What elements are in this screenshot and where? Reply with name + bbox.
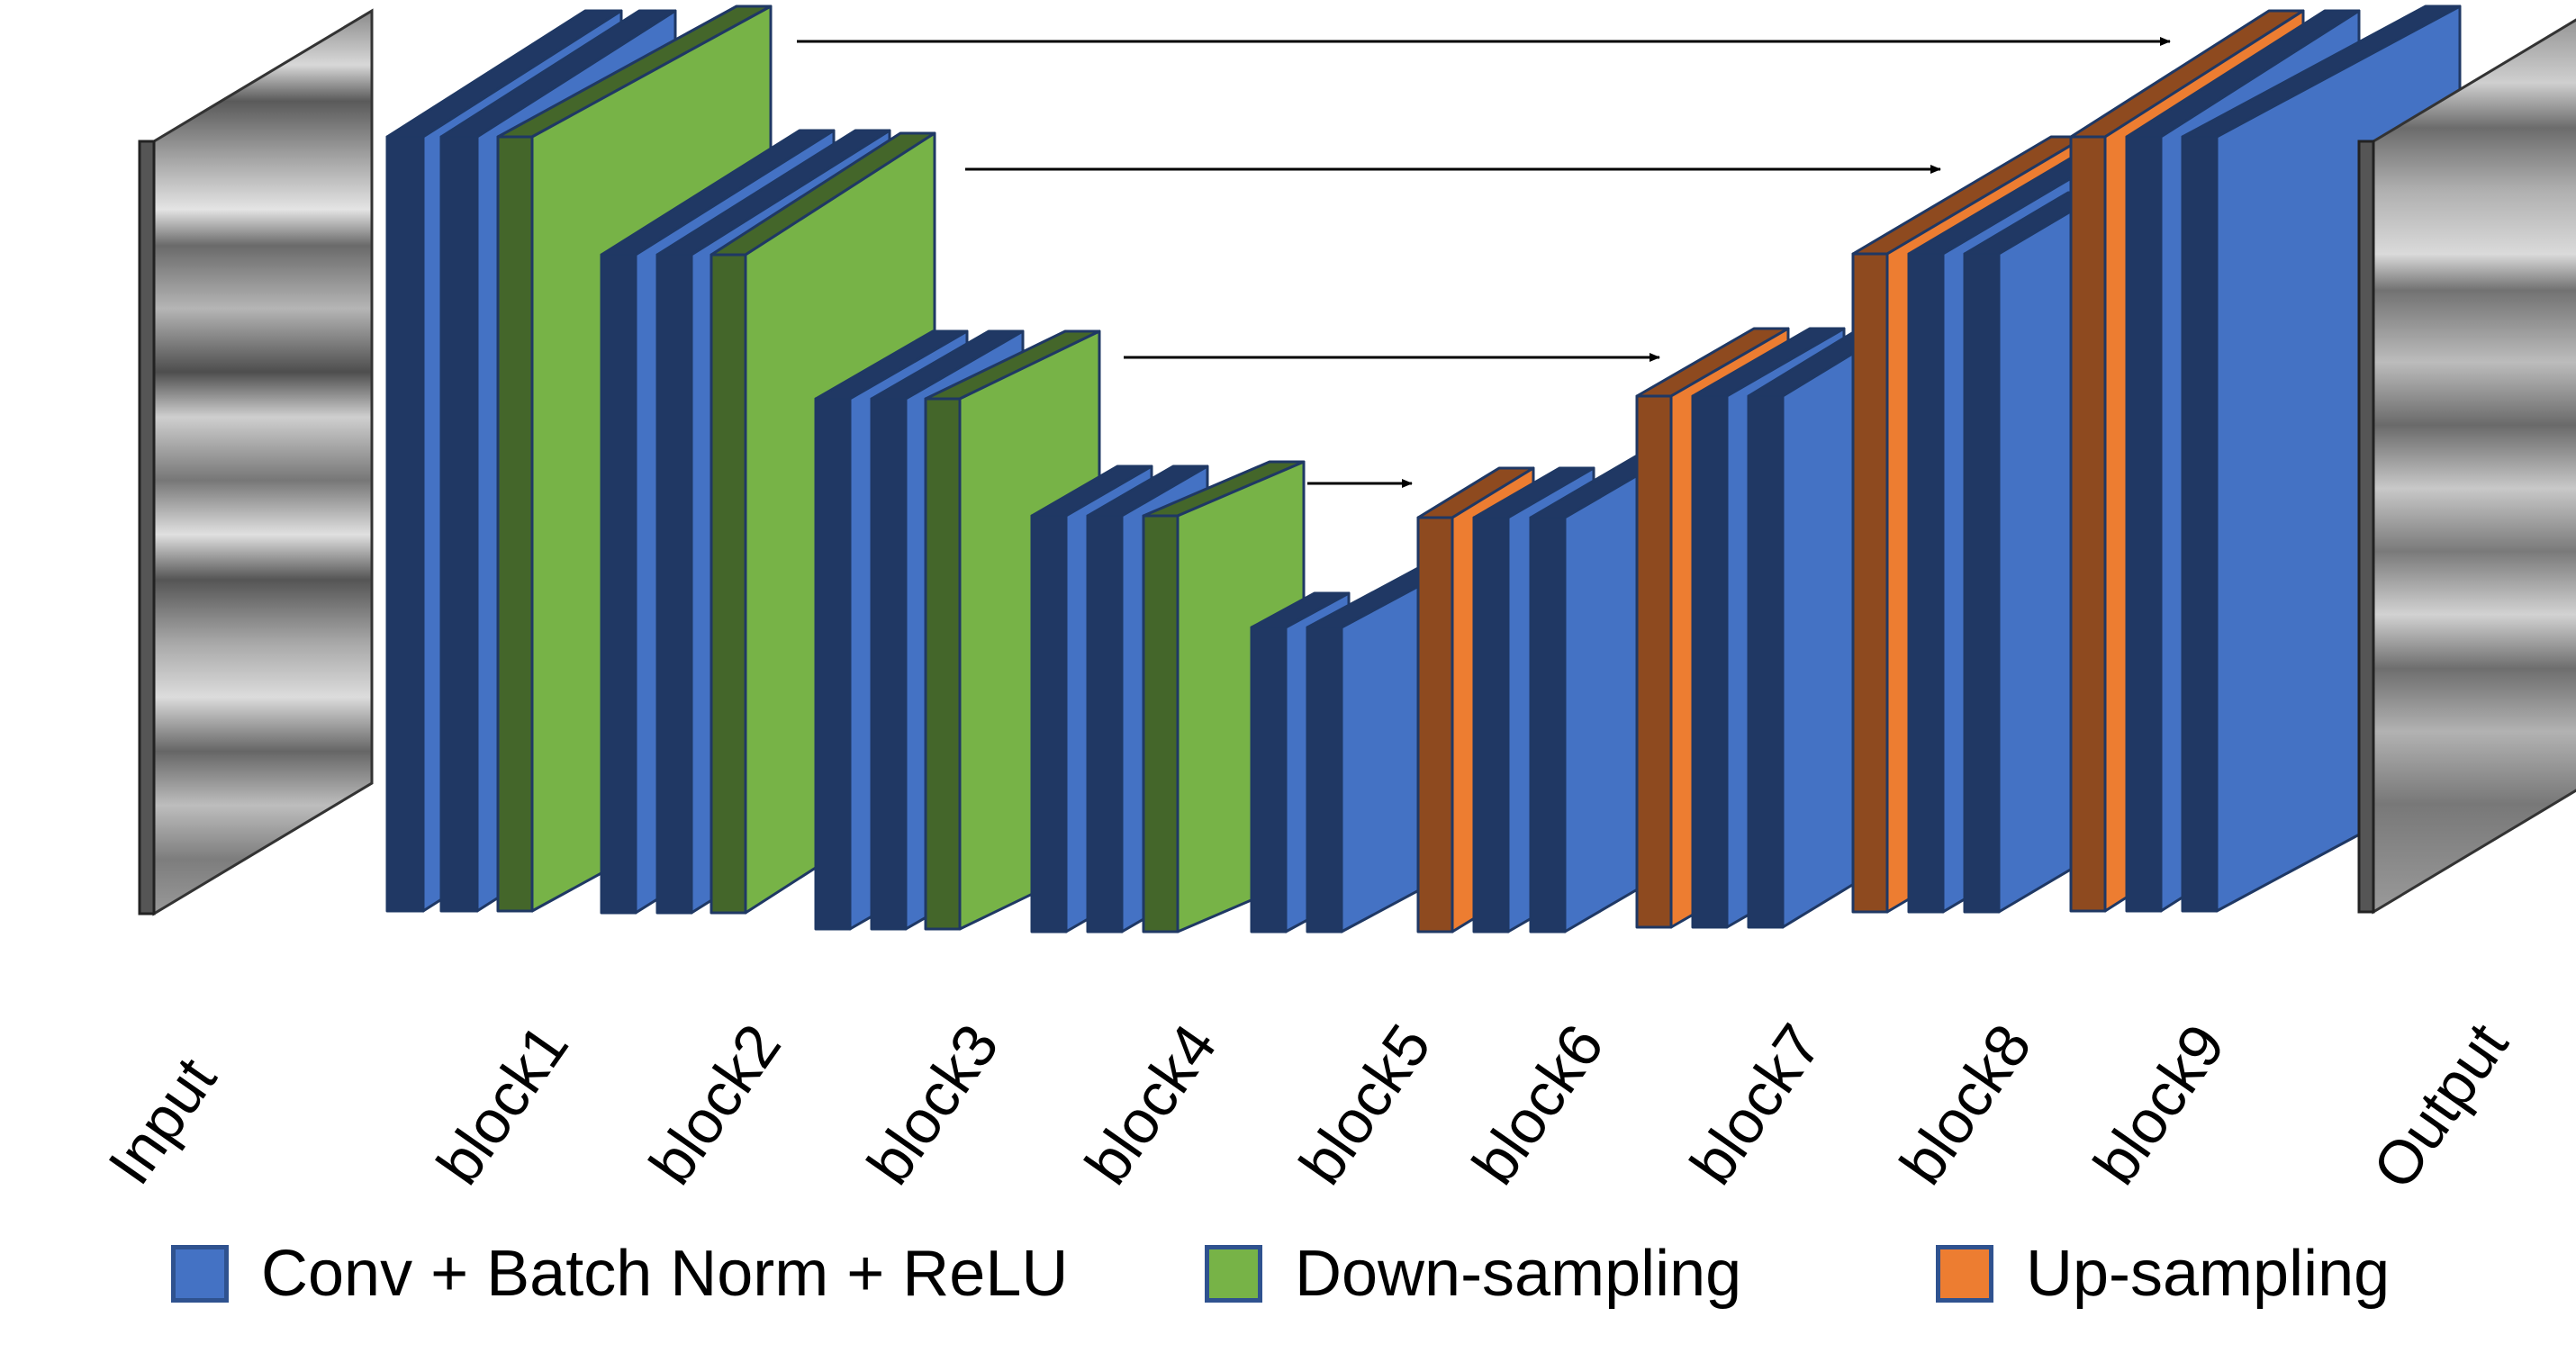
block4-conv-a-front bbox=[1030, 514, 1068, 934]
block2-conv-a-front bbox=[600, 253, 637, 915]
block2-conv-b-front bbox=[655, 253, 693, 915]
block4-conv-b-front bbox=[1086, 514, 1124, 934]
output-panel bbox=[2357, 18, 2576, 915]
legend-conv-swatch bbox=[171, 1245, 229, 1303]
block6-up-front bbox=[1416, 516, 1454, 934]
input-panel-edge bbox=[138, 140, 156, 916]
legend-down: Down-sampling bbox=[1205, 1233, 1741, 1314]
block1-down-front bbox=[496, 135, 534, 913]
input-panel-image bbox=[152, 8, 374, 916]
block5-conv-b-front bbox=[1306, 626, 1343, 934]
output-panel-edge bbox=[2357, 140, 2375, 914]
legend-up: Up-sampling bbox=[1936, 1233, 2390, 1314]
block8-up-front bbox=[1851, 252, 1889, 914]
block6-conv-b-front bbox=[1529, 516, 1567, 934]
input-panel bbox=[138, 8, 374, 916]
legend-up-swatch bbox=[1936, 1245, 1993, 1303]
legend-up-label: Up-sampling bbox=[2026, 1238, 2391, 1310]
block4-down-front bbox=[1142, 514, 1180, 934]
block8-conv-b-front bbox=[1963, 252, 2001, 914]
block1-conv-a-front bbox=[385, 135, 425, 913]
block5-conv-a-front bbox=[1250, 626, 1288, 934]
block8-conv-a-front bbox=[1907, 252, 1945, 914]
block1-conv-b-front bbox=[439, 135, 479, 913]
block9-up-front bbox=[2069, 135, 2107, 913]
legend-conv-label: Conv + Batch Norm + ReLU bbox=[261, 1238, 1069, 1310]
output-panel-image bbox=[2372, 18, 2576, 915]
legend-down-label: Down-sampling bbox=[1295, 1238, 1742, 1310]
block7-conv-a-front bbox=[1691, 394, 1729, 929]
block3-down-front bbox=[924, 397, 962, 931]
block7-up-front bbox=[1635, 394, 1673, 929]
block6-conv-a-front bbox=[1472, 516, 1510, 934]
block3-conv-b-front bbox=[870, 397, 908, 931]
block2-down-front bbox=[710, 253, 747, 915]
block3-conv-a-front bbox=[814, 397, 852, 931]
block9-conv-b-front bbox=[2181, 135, 2219, 913]
block7-conv-b-front bbox=[1747, 394, 1785, 929]
block9-conv-a-front bbox=[2125, 135, 2163, 913]
legend-conv: Conv + Batch Norm + ReLU bbox=[171, 1233, 1068, 1314]
legend-down-swatch bbox=[1205, 1245, 1262, 1303]
